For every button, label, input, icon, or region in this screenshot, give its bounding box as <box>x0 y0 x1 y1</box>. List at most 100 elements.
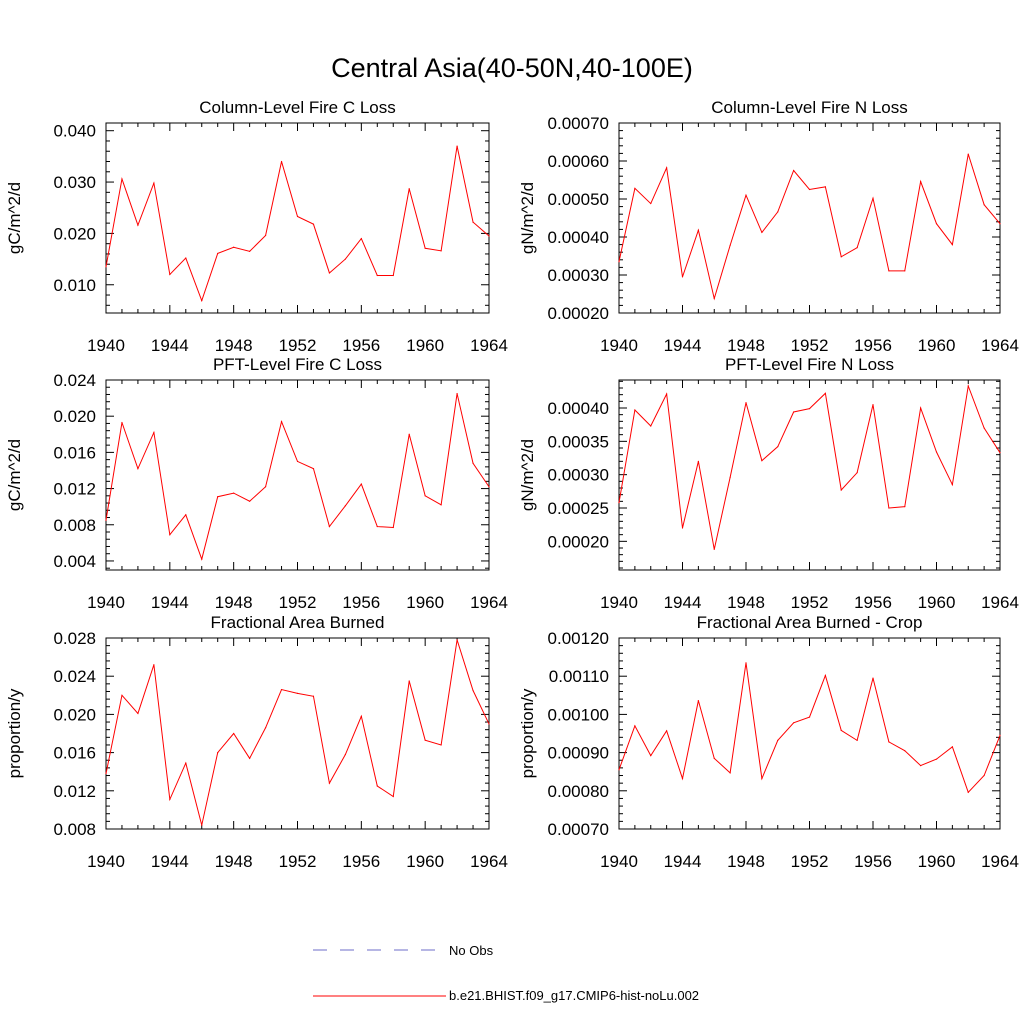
y-tick-label: 0.00030 <box>548 266 609 285</box>
chart-panels: Column-Level Fire C Loss gC/m^2/d 1940 1944… <box>5 98 1019 871</box>
x-tick-label: 1940 <box>600 336 638 355</box>
data-point <box>121 178 123 180</box>
x-tick-label: 1948 <box>215 852 253 871</box>
x-tick-label: 1952 <box>279 336 317 355</box>
x-tick-label: 1964 <box>981 336 1019 355</box>
data-point <box>713 757 715 759</box>
data-point <box>681 777 684 780</box>
y-tick-label: 0.00035 <box>548 432 609 451</box>
data-point <box>296 692 299 694</box>
data-point <box>681 276 684 278</box>
data-point <box>392 795 394 798</box>
data-point <box>920 764 922 767</box>
data-point <box>328 782 331 784</box>
data-point <box>634 409 636 411</box>
data-point <box>456 392 458 395</box>
data-point <box>424 247 426 249</box>
data-point <box>888 741 890 743</box>
data-point <box>249 250 251 252</box>
data-point <box>761 777 763 780</box>
data-point <box>360 237 362 240</box>
data-point <box>618 502 620 504</box>
data-point <box>697 229 699 231</box>
data-point <box>233 732 235 735</box>
data-point <box>808 188 811 191</box>
chart-panel-2: Column-Level Fire N Loss gN/m^2/d 1940 1944… <box>518 98 1019 355</box>
x-tick-label: 1948 <box>215 336 253 355</box>
x-tick-label: 1960 <box>406 852 444 871</box>
data-point <box>185 257 187 259</box>
y-tick-label: 0.00100 <box>548 705 609 724</box>
data-point <box>634 187 636 189</box>
panel-title: PFT-Level Fire C Loss <box>213 355 382 374</box>
data-point <box>808 408 811 410</box>
x-tick-label: 1948 <box>727 593 765 612</box>
data-point <box>360 715 362 717</box>
data-point <box>967 153 969 155</box>
data-point <box>745 662 747 664</box>
x-tick-label: 1940 <box>600 593 638 612</box>
data-point <box>983 204 985 206</box>
y-tick-label: 0.00040 <box>548 228 609 247</box>
data-point <box>105 519 107 521</box>
x-tick-label: 1948 <box>727 852 765 871</box>
x-tick-label: 1940 <box>87 593 125 612</box>
data-point <box>793 169 795 172</box>
data-point <box>456 639 458 641</box>
data-point <box>713 297 715 300</box>
y-axis-label: gN/m^2/d <box>518 439 537 511</box>
y-tick-label: 0.012 <box>53 782 96 801</box>
data-point <box>650 755 652 757</box>
data-point <box>745 402 747 404</box>
data-point <box>440 744 442 746</box>
data-point <box>935 758 938 760</box>
chart-panel-4: PFT-Level Fire N Loss gN/m^2/d 1940 1944 194… <box>518 355 1019 612</box>
chart-panel-1: Column-Level Fire C Loss gC/m^2/d 1940 1944… <box>5 98 508 355</box>
data-point <box>217 496 219 498</box>
data-point <box>904 750 906 752</box>
data-point <box>872 677 874 679</box>
data-point <box>967 385 969 387</box>
data-point <box>856 472 858 474</box>
data-point <box>280 688 283 691</box>
panel-title: Column-Level Fire C Loss <box>199 98 396 117</box>
y-tick-label: 0.010 <box>53 276 96 295</box>
data-point <box>618 261 620 263</box>
x-tick-label: 1956 <box>342 593 380 612</box>
data-point <box>920 180 922 183</box>
panel-title: PFT-Level Fire N Loss <box>725 355 894 374</box>
data-point <box>888 507 890 509</box>
data-point <box>217 752 219 754</box>
x-tick-label: 1944 <box>664 852 702 871</box>
x-tick-label: 1952 <box>791 852 829 871</box>
data-point <box>424 495 426 497</box>
data-point <box>264 727 267 729</box>
data-point <box>793 722 795 724</box>
data-point <box>824 186 826 188</box>
x-tick-label: 1944 <box>664 593 702 612</box>
data-point <box>169 534 171 536</box>
data-point <box>840 256 842 258</box>
data-point <box>951 244 953 246</box>
legend-obs-label: No Obs <box>449 943 494 958</box>
y-tick-label: 0.028 <box>53 629 96 648</box>
x-tick-label: 1960 <box>406 336 444 355</box>
data-point <box>376 525 378 528</box>
data-point <box>488 235 490 237</box>
x-tick-label: 1960 <box>918 593 956 612</box>
data-point <box>666 730 668 732</box>
y-tick-label: 0.040 <box>53 122 96 141</box>
y-tick-label: 0.00070 <box>548 114 609 133</box>
data-point <box>745 194 747 196</box>
data-point <box>392 526 394 529</box>
y-tick-label: 0.030 <box>53 173 96 192</box>
data-point <box>824 392 826 394</box>
x-tick-label: 1964 <box>981 852 1019 871</box>
data-point <box>233 492 235 494</box>
legend-model-label: b.e21.BHIST.f09_g17.CMIP6-hist-noLu.002 <box>449 988 699 1003</box>
figure-title: Central Asia(40-50N,40-100E) <box>331 53 693 83</box>
panel-title: Column-Level Fire N Loss <box>711 98 908 117</box>
